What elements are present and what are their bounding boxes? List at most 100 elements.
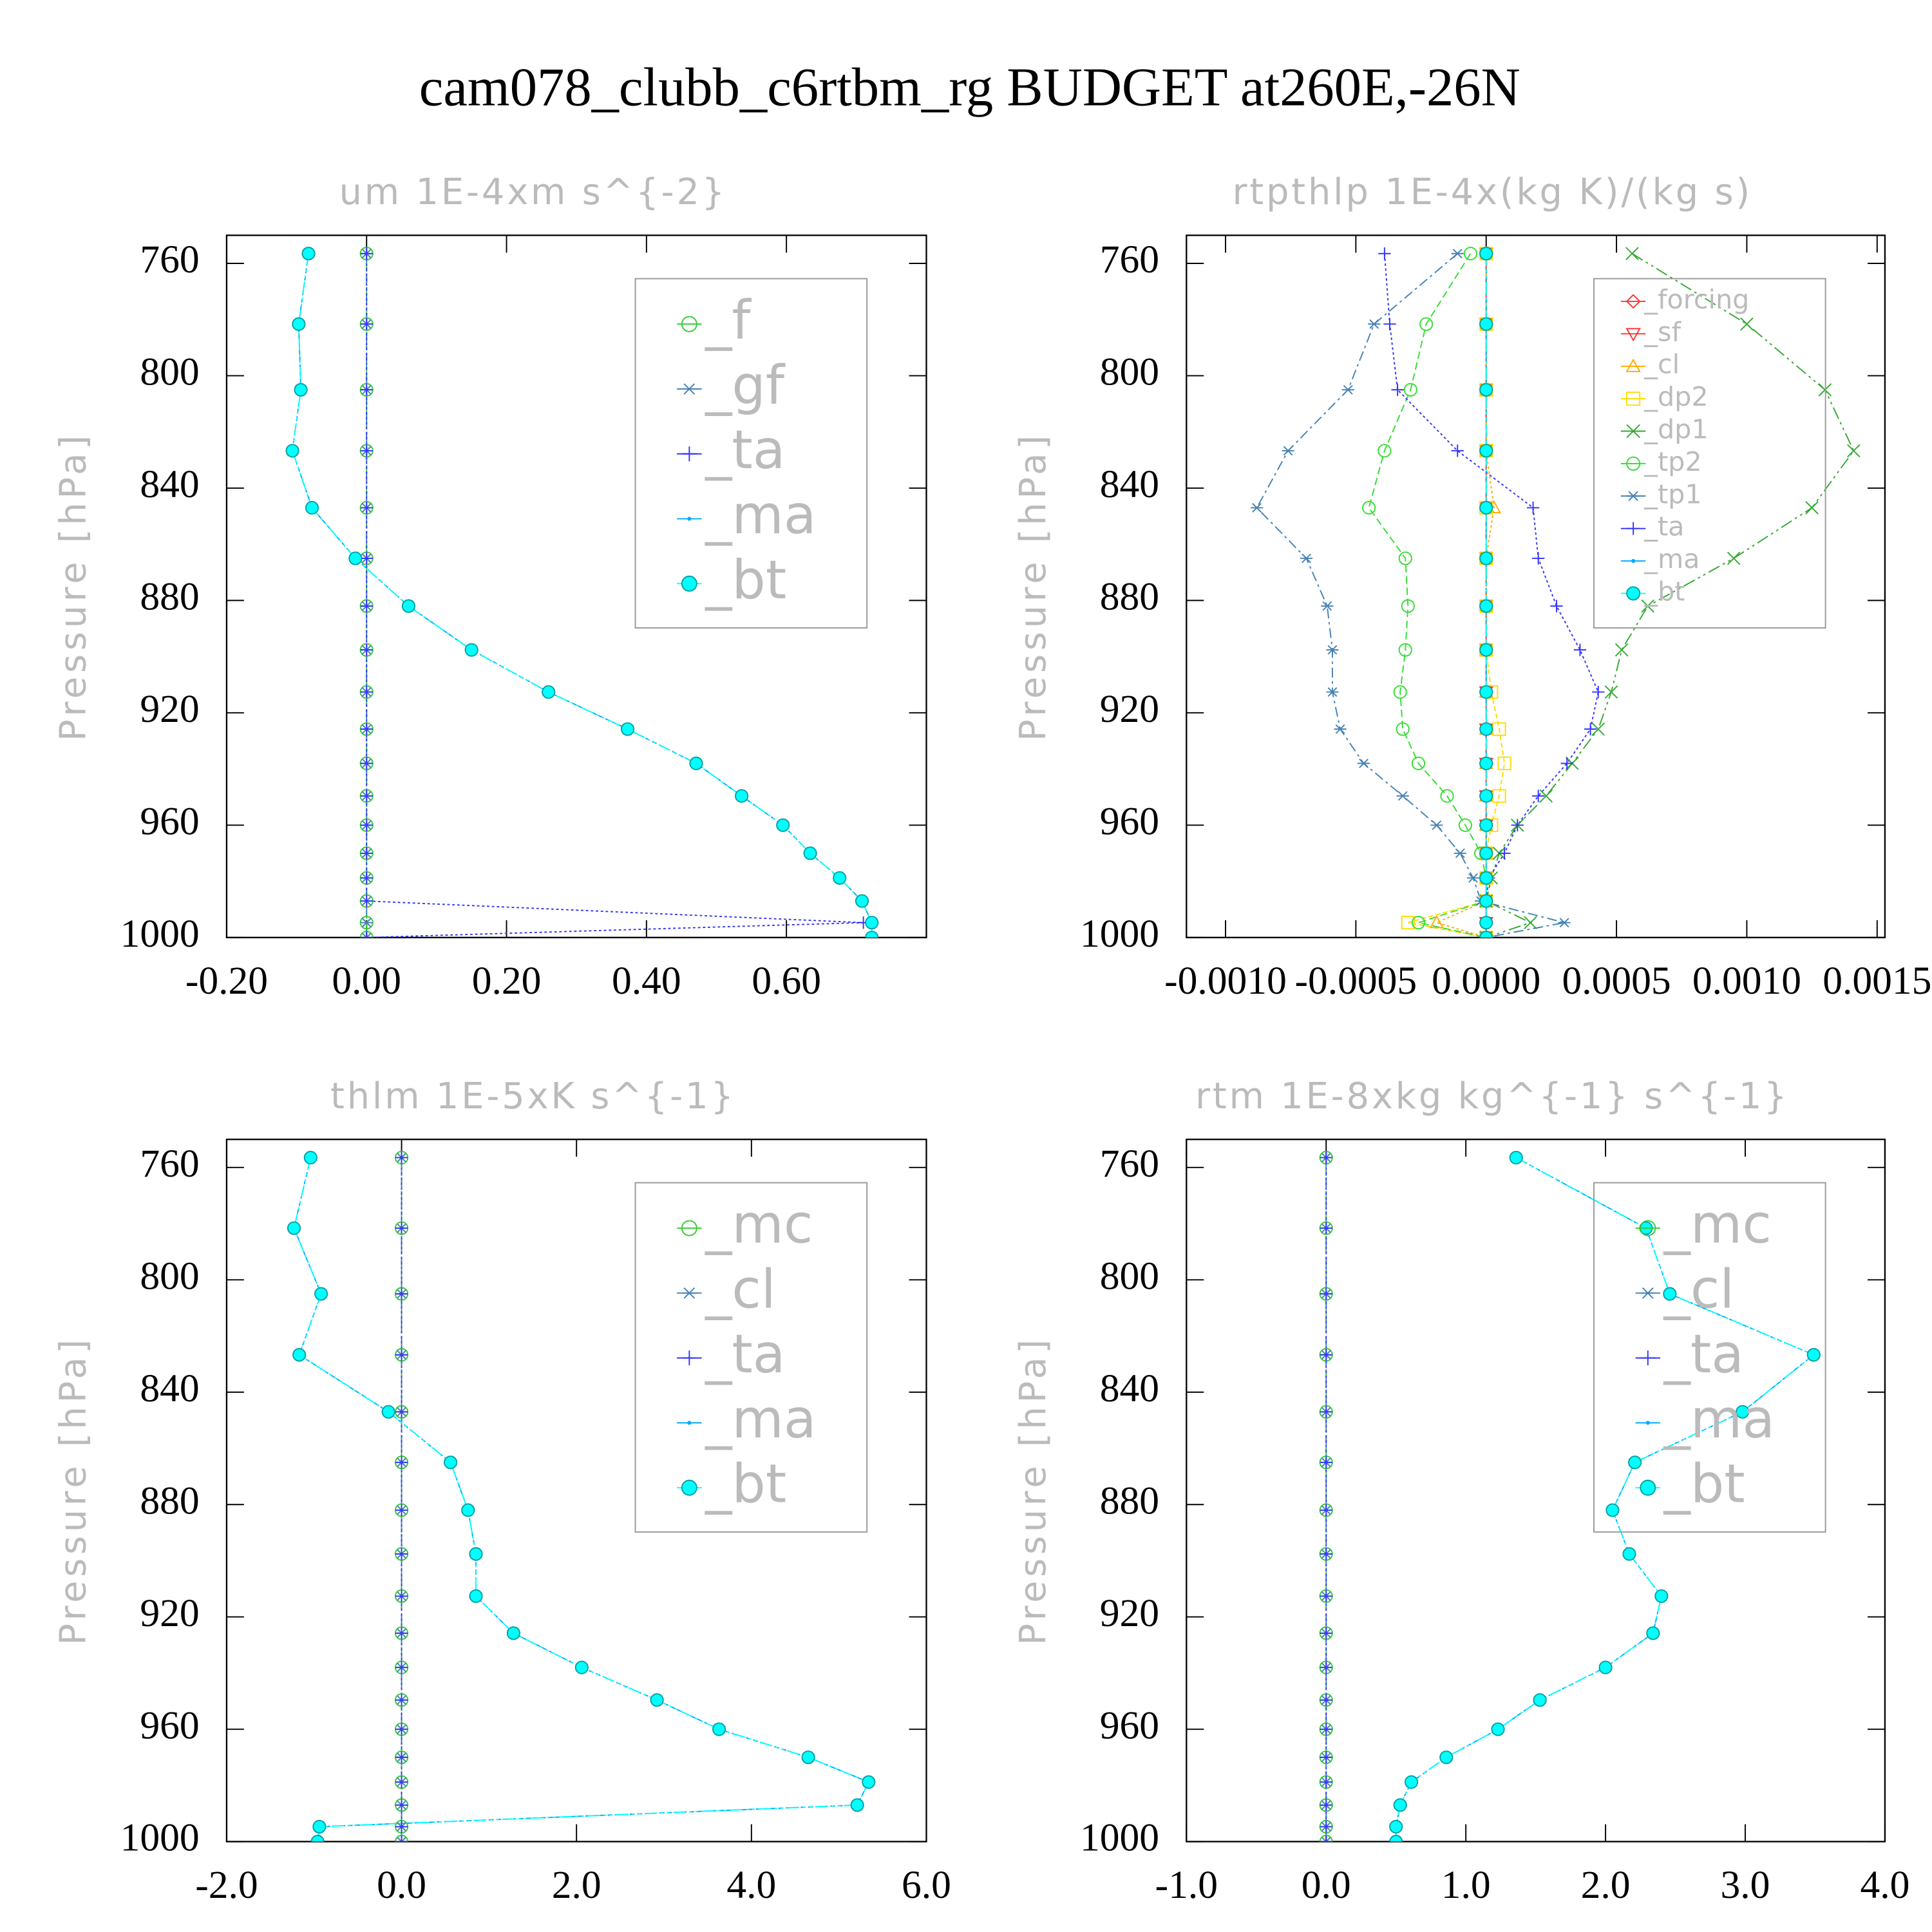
- data-marker: [1403, 383, 1417, 397]
- legend-label: _sf: [1643, 316, 1681, 347]
- data-marker: [1396, 722, 1410, 736]
- panel-title: rtm 1E-8xkg kg^{-1} s^{-1}: [1195, 1075, 1789, 1117]
- data-marker: [803, 846, 817, 860]
- data-marker: [314, 1287, 328, 1301]
- y-tick-label: 840: [140, 1367, 199, 1410]
- data-marker: [1357, 758, 1370, 768]
- data-marker: [360, 383, 373, 396]
- legend-marker: [681, 383, 697, 395]
- plot-frame: [225, 234, 927, 938]
- data-marker: [395, 1835, 408, 1842]
- data-marker: [850, 1798, 864, 1812]
- data-marker: [1479, 894, 1493, 908]
- legend-label: _ma: [705, 484, 816, 546]
- y-tick-label: 800: [140, 350, 199, 394]
- data-marker: [1492, 789, 1506, 803]
- data-marker: [542, 685, 556, 699]
- data-marker: [1320, 1799, 1332, 1812]
- data-marker: [1320, 1627, 1332, 1640]
- data-marker: [1411, 756, 1426, 770]
- legend-label: _bt: [1643, 576, 1685, 607]
- data-marker: [360, 918, 373, 928]
- y-tick-label: 920: [1100, 687, 1159, 731]
- plot-area: [285, 247, 879, 938]
- data-marker: [1321, 601, 1334, 611]
- legend-label: _cl: [1663, 1258, 1735, 1320]
- y-axis-label: Pressure [hPa]: [52, 1336, 94, 1645]
- data-marker: [360, 790, 373, 802]
- data-marker: [360, 757, 373, 770]
- data-marker: [360, 931, 373, 938]
- data-marker: [1584, 723, 1597, 735]
- y-tick-label: 760: [140, 238, 199, 281]
- data-marker: [1389, 1819, 1403, 1834]
- data-marker: [301, 247, 316, 261]
- data-marker: [1604, 685, 1618, 699]
- legend-label: _ma: [705, 1388, 816, 1450]
- y-tick-label: 880: [140, 575, 199, 619]
- y-axis-label: Pressure [hPa]: [52, 431, 94, 741]
- data-marker: [395, 1751, 408, 1764]
- data-marker: [1320, 1820, 1332, 1833]
- data-marker: [689, 756, 703, 770]
- data-marker: [1320, 1349, 1332, 1361]
- data-marker: [1396, 791, 1409, 801]
- data-marker: [1573, 643, 1587, 656]
- data-marker: [1727, 551, 1741, 565]
- data-marker: [1560, 757, 1573, 770]
- data-marker: [1511, 819, 1524, 831]
- data-marker: [1598, 1660, 1613, 1674]
- y-tick-label: 920: [1100, 1591, 1159, 1635]
- data-marker: [1479, 931, 1493, 938]
- y-tick-label: 880: [140, 1479, 199, 1522]
- data-marker: [735, 789, 749, 803]
- legend-label: _gf: [705, 354, 786, 416]
- data-marker: [360, 933, 373, 938]
- data-marker: [360, 871, 373, 884]
- data-marker: [865, 931, 879, 938]
- data-marker: [312, 1819, 327, 1834]
- data-marker: [1463, 247, 1478, 261]
- data-marker: [650, 1693, 664, 1707]
- legend-marker: [681, 1287, 697, 1299]
- data-marker: [1740, 317, 1754, 331]
- data-marker: [395, 1222, 408, 1235]
- data-marker: [1389, 1835, 1403, 1842]
- x-tick-label: 1.0: [1441, 1863, 1491, 1907]
- plot-frame: [1186, 1139, 1886, 1842]
- data-marker: [1458, 818, 1472, 832]
- legend-marker: [1631, 558, 1636, 564]
- x-tick-label: 0.0005: [1562, 959, 1671, 1003]
- data-marker: [348, 551, 363, 565]
- data-marker: [1320, 1661, 1332, 1674]
- legend-box: [1593, 1182, 1826, 1533]
- data-marker: [395, 1799, 408, 1812]
- data-marker: [1320, 1694, 1332, 1707]
- plot-area: [1319, 1151, 1821, 1842]
- y-tick-label: 760: [140, 1142, 199, 1186]
- data-marker: [303, 1151, 317, 1165]
- x-tick-label: 0.40: [612, 959, 681, 1003]
- x-tick-label: 0.0015: [1823, 959, 1931, 1003]
- legend-label: _bt: [1663, 1454, 1745, 1515]
- data-marker: [1466, 873, 1480, 883]
- x-tick-label: -0.20: [185, 959, 268, 1003]
- legend-marker: [1625, 294, 1641, 309]
- data-marker: [395, 1627, 408, 1640]
- data-marker: [1641, 599, 1654, 613]
- data-marker: [401, 599, 415, 613]
- data-marker: [1479, 789, 1493, 803]
- data-marker: [395, 1151, 408, 1164]
- y-tick-label: 920: [140, 687, 199, 731]
- data-marker: [1736, 1405, 1750, 1419]
- data-marker: [1282, 446, 1294, 456]
- legend-label: _f: [705, 290, 752, 352]
- data-marker: [1479, 685, 1493, 699]
- legend-label: _ta: [1643, 511, 1684, 542]
- series-line: [1256, 252, 1565, 938]
- legend-marker: [681, 1350, 697, 1366]
- data-marker: [1533, 1693, 1547, 1707]
- data-marker: [1454, 848, 1466, 858]
